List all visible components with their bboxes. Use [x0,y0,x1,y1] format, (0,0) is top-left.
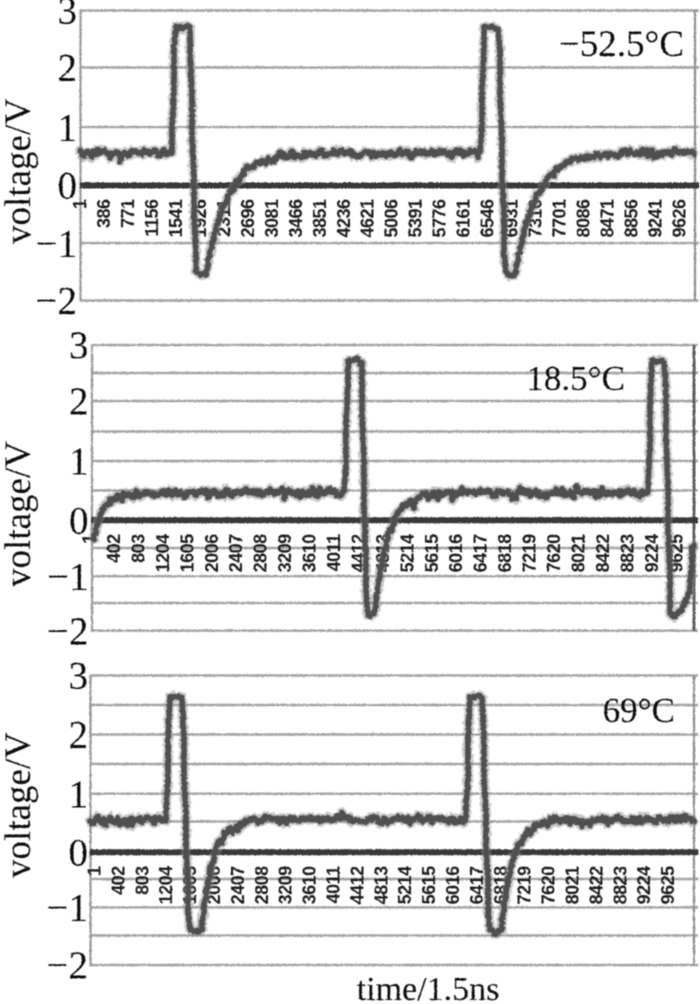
svg-text:0: 0 [69,832,89,875]
svg-text:8086: 8086 [574,199,594,238]
svg-text:8422: 8422 [586,866,606,905]
svg-text:3: 3 [58,0,78,33]
svg-text:771: 771 [118,199,138,228]
svg-text:5615: 5615 [419,866,439,905]
svg-text:−2: −2 [47,944,89,987]
svg-text:7701: 7701 [550,199,570,238]
svg-text:8021: 8021 [569,534,589,573]
svg-text:8471: 8471 [597,199,617,238]
svg-text:7219: 7219 [520,534,540,573]
svg-text:1: 1 [70,199,90,209]
svg-text:−2: −2 [47,610,89,653]
svg-text:2696: 2696 [238,199,258,238]
svg-text:7219: 7219 [515,866,535,905]
svg-text:6417: 6417 [467,866,487,905]
svg-text:8021: 8021 [563,866,583,905]
svg-text:386: 386 [94,199,114,228]
svg-text:1541: 1541 [166,199,186,238]
svg-text:8422: 8422 [593,534,613,573]
svg-text:4011: 4011 [324,534,344,572]
svg-text:7620: 7620 [544,534,564,573]
svg-text:803: 803 [128,534,148,563]
svg-text:402: 402 [108,866,128,895]
svg-text:2: 2 [58,47,78,90]
svg-text:1204: 1204 [153,534,173,573]
svg-text:4621: 4621 [358,199,378,238]
svg-text:1: 1 [85,866,105,876]
svg-text:9224: 9224 [642,534,662,573]
svg-text:3209: 3209 [276,866,296,905]
svg-text:69°C: 69°C [603,691,675,730]
svg-text:8823: 8823 [610,866,630,905]
svg-text:voltage/V: voltage/V [0,441,39,587]
svg-text:1: 1 [69,440,89,483]
svg-text:9625: 9625 [658,866,678,905]
svg-text:voltage/V: voltage/V [0,98,39,244]
svg-text:2: 2 [69,714,89,757]
svg-text:5776: 5776 [430,199,450,238]
svg-text:3610: 3610 [300,534,320,573]
svg-text:5214: 5214 [395,866,415,905]
svg-text:9241: 9241 [645,199,665,238]
svg-text:2407: 2407 [226,534,246,573]
svg-text:6016: 6016 [446,534,466,573]
svg-text:2006: 2006 [202,534,222,573]
svg-text:3: 3 [69,324,89,367]
svg-text:1156: 1156 [142,199,162,237]
svg-text:6818: 6818 [495,534,515,573]
svg-text:3209: 3209 [275,534,295,573]
svg-text:0: 0 [69,500,89,543]
svg-text:5006: 5006 [382,199,402,238]
svg-text:18.5°C: 18.5°C [526,359,625,398]
svg-text:9626: 9626 [669,199,689,238]
svg-text:5615: 5615 [422,534,442,573]
svg-text:2808: 2808 [252,866,272,905]
svg-text:2808: 2808 [251,534,271,573]
svg-text:9224: 9224 [634,866,654,905]
svg-text:voltage/V: voltage/V [0,732,39,878]
svg-text:6161: 6161 [454,199,474,238]
svg-text:1: 1 [69,773,89,816]
svg-text:−1: −1 [47,555,89,598]
svg-text:4011: 4011 [324,866,344,904]
svg-text:3: 3 [69,655,89,698]
svg-text:−2: −2 [36,280,78,323]
svg-text:−1: −1 [36,222,78,265]
svg-text:1: 1 [58,106,78,149]
svg-text:3851: 3851 [310,199,330,238]
svg-text:8856: 8856 [621,199,641,238]
svg-text:803: 803 [132,866,152,895]
svg-text:7620: 7620 [539,866,559,905]
svg-text:3466: 3466 [286,199,306,238]
svg-text:4236: 4236 [334,199,354,238]
svg-text:−52.5°C: −52.5°C [559,24,684,65]
svg-text:3081: 3081 [262,199,282,238]
svg-text:8823: 8823 [617,534,637,573]
svg-text:6546: 6546 [478,199,498,238]
svg-text:2: 2 [69,380,89,423]
svg-text:1605: 1605 [177,534,197,573]
svg-text:5214: 5214 [397,534,417,573]
svg-text:4813: 4813 [371,866,391,905]
svg-text:0: 0 [58,165,78,208]
svg-text:3610: 3610 [300,866,320,905]
svg-text:6016: 6016 [443,866,463,905]
svg-text:4412: 4412 [347,866,367,905]
svg-text:−1: −1 [47,887,89,930]
svg-text:6417: 6417 [471,534,491,573]
svg-text:1204: 1204 [156,866,176,905]
svg-text:time/1.5ns: time/1.5ns [357,971,500,1004]
svg-text:5391: 5391 [406,199,426,238]
svg-text:2407: 2407 [228,866,248,905]
svg-text:402: 402 [104,534,124,563]
